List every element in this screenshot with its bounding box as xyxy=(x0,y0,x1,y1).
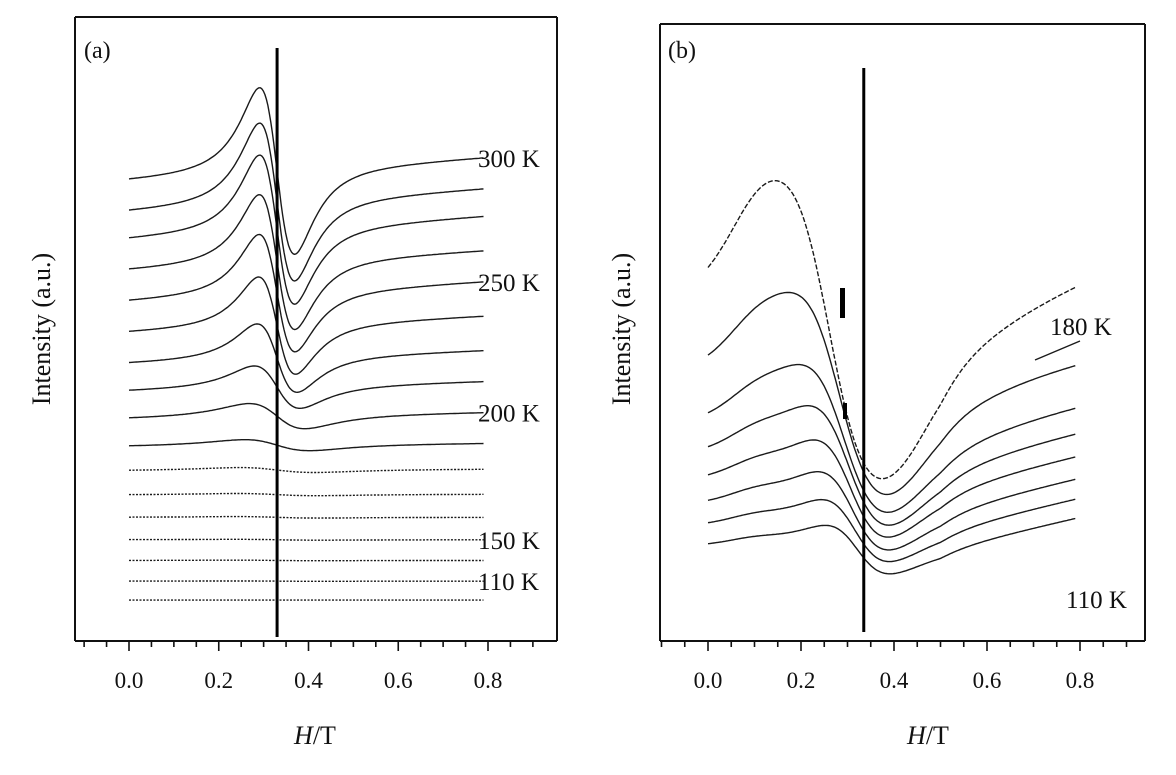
panel-a-spectrum-curve xyxy=(128,194,484,331)
panel-b-temperature-label: 180 K xyxy=(1050,314,1112,341)
panel-b: 0.0 0.2 0.4 0.6 0.8 180 K 110 K (b) Intensity… xyxy=(607,23,1146,750)
panel-b-spectrum-curve xyxy=(707,180,1076,480)
panel-b-spectrum-curve xyxy=(707,363,1076,513)
panel-a-x-axis-unit: /T xyxy=(313,721,336,750)
panel-b-spectrum-curve xyxy=(707,471,1076,551)
panel-a-spectrum-curve xyxy=(128,365,484,409)
panel-a-spectrum-curve xyxy=(128,87,484,255)
panel-a-spectrum-curve xyxy=(128,402,484,430)
panel-a-spectrum-curve xyxy=(128,122,484,282)
panel-a-y-axis-title: Intensity (a.u.) xyxy=(27,253,56,405)
panel-b-spectrum-curve xyxy=(707,439,1076,538)
panel-b-x-tick-label: 0.0 xyxy=(694,668,723,693)
panel-b-x-tick-label: 0.4 xyxy=(880,668,909,693)
panel-b-label-leader-line xyxy=(1034,340,1081,361)
panel-a-spectrum-curve xyxy=(128,276,484,375)
panel-b-x-axis-unit: /T xyxy=(926,721,949,750)
panel-b-spectrum-curve xyxy=(707,291,1076,496)
panel-a-temperature-label: 110 K xyxy=(478,569,539,596)
panel-b-x-tick-label: 0.8 xyxy=(1066,668,1095,693)
panel-a-spectrum-curve xyxy=(129,538,484,541)
panel-a-spectrum-curve xyxy=(128,233,484,353)
panel-a-spectrum-curve xyxy=(128,323,484,393)
panel-b-x-tick-label: 0.6 xyxy=(973,668,1002,693)
panel-b-y-axis-title: Intensity (a.u.) xyxy=(607,253,636,405)
panel-a-spectrum-curve xyxy=(128,439,484,452)
panel-a-temperature-label: 250 K xyxy=(478,270,540,297)
panel-a-spectrum-curve xyxy=(129,466,484,474)
panel-a-x-tick-label: 0.2 xyxy=(204,668,233,693)
panel-b-label: (b) xyxy=(668,38,696,64)
panel-b-tick-mark-upper xyxy=(840,288,845,318)
panel-b-tick-mark-lower xyxy=(843,403,847,419)
panel-b-temperature-label: 110 K xyxy=(1066,587,1127,614)
panel-a-temperature-label: 200 K xyxy=(478,401,540,428)
panel-a-x-tick-label: 0.6 xyxy=(384,668,413,693)
panel-a-spectrum-curve xyxy=(129,492,484,497)
panel-a-x-tick-label: 0.0 xyxy=(115,668,144,693)
panel-b-x-axis-title: H/T xyxy=(906,721,949,750)
panel-a-spectrum-curve xyxy=(129,559,484,562)
panel-a-temperature-label: 300 K xyxy=(478,146,540,173)
panel-b-x-tick-label: 0.2 xyxy=(787,668,816,693)
panel-b-spectrum-curve xyxy=(707,498,1076,563)
panel-a-temperature-label: 150 K xyxy=(478,528,540,555)
panel-a-spectrum-curve xyxy=(128,154,484,305)
panel-a-x-axis-title: H/T xyxy=(293,721,336,750)
panel-a-x-axis-symbol: H xyxy=(293,721,314,750)
panel-a-spectrum-curve xyxy=(129,515,484,519)
panel-a-x-tick-label: 0.8 xyxy=(474,668,503,693)
panel-b-spectrum-curve xyxy=(707,405,1076,526)
panel-a: 0.0 0.2 0.4 0.6 0.8 300 K 250 K 200 K 150 K 110 … xyxy=(27,16,558,750)
panel-a-x-tick-label: 0.4 xyxy=(294,668,323,693)
panel-b-x-axis-symbol: H xyxy=(906,721,927,750)
panel-a-label: (a) xyxy=(84,38,111,64)
panel-b-spectrum-curve xyxy=(707,517,1076,575)
